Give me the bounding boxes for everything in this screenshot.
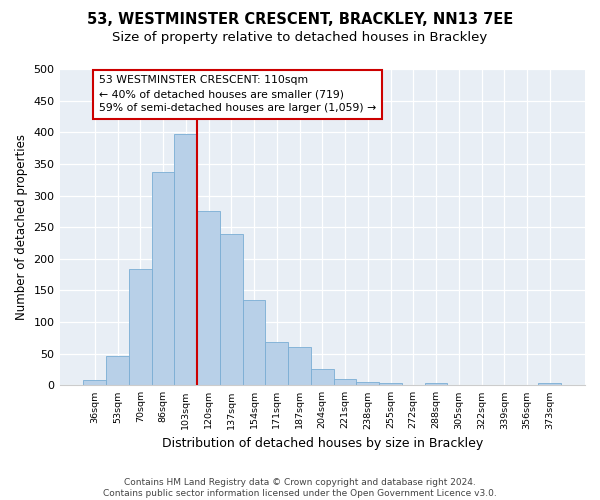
Bar — [288, 346, 311, 386]
Text: Size of property relative to detached houses in Brackley: Size of property relative to detached ho… — [112, 31, 488, 44]
Bar — [538, 384, 561, 386]
X-axis label: Distribution of detached houses by size in Brackley: Distribution of detached houses by size … — [161, 437, 483, 450]
Bar — [379, 384, 402, 386]
Bar — [175, 134, 197, 386]
Text: 53, WESTMINSTER CRESCENT, BRACKLEY, NN13 7EE: 53, WESTMINSTER CRESCENT, BRACKLEY, NN13… — [87, 12, 513, 28]
Bar — [83, 380, 106, 386]
Text: Contains HM Land Registry data © Crown copyright and database right 2024.
Contai: Contains HM Land Registry data © Crown c… — [103, 478, 497, 498]
Bar — [265, 342, 288, 386]
Bar — [106, 356, 129, 386]
Bar — [197, 212, 220, 386]
Text: 53 WESTMINSTER CRESCENT: 110sqm
← 40% of detached houses are smaller (719)
59% o: 53 WESTMINSTER CRESCENT: 110sqm ← 40% of… — [99, 76, 376, 114]
Bar — [152, 172, 175, 386]
Bar — [220, 234, 242, 386]
Bar — [311, 370, 334, 386]
Bar — [425, 384, 448, 386]
Bar — [356, 382, 379, 386]
Bar — [334, 379, 356, 386]
Bar — [242, 300, 265, 386]
Bar — [129, 269, 152, 386]
Y-axis label: Number of detached properties: Number of detached properties — [15, 134, 28, 320]
